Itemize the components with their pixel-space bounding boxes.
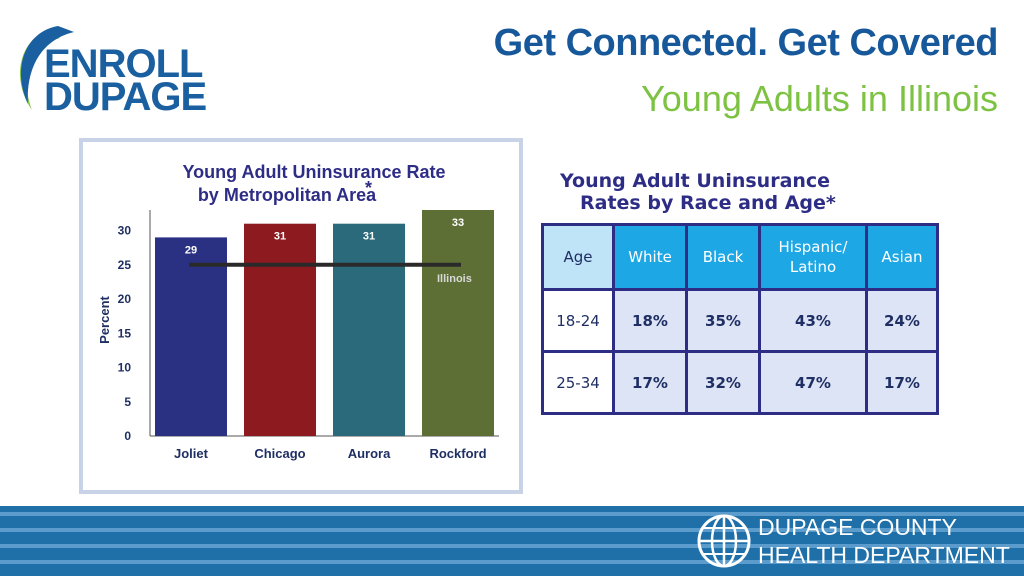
table-cell: 35% (685, 288, 761, 353)
x-tick-label: Joliet (174, 446, 209, 461)
table-title: Young Adult Uninsurance Rates by Race an… (560, 170, 910, 214)
table-cell: 18-24 (541, 288, 615, 353)
y-tick-label: 25 (118, 258, 132, 272)
bar-data-label: 31 (363, 231, 375, 243)
table-row: 25-34 17% 32% 47% 17% (541, 350, 939, 415)
footer-stripe (0, 560, 1024, 564)
x-tick-label: Chicago (254, 446, 305, 461)
y-axis-label: Percent (97, 295, 112, 343)
header-age: Age (541, 223, 615, 291)
bar (333, 223, 405, 436)
footer-stripe (0, 544, 1024, 548)
footer-stripe (0, 528, 1024, 532)
table-cell: 32% (685, 350, 761, 415)
header-asian: Asian (865, 223, 939, 291)
chart-title-asterisk: * (365, 178, 372, 198)
race-age-table: Age White Black Hispanic/ Latino Asian 1… (541, 223, 939, 415)
bar-data-label: 31 (274, 231, 286, 243)
footer-banner: DUPAGE COUNTY HEALTH DEPARTMENT (0, 506, 1024, 576)
page-subtitle: Young Adults in Illinois (641, 78, 998, 119)
table-cell: 24% (865, 288, 939, 353)
reference-line-label: Illinois (437, 273, 472, 285)
header-white: White (612, 223, 688, 291)
table-title-line-2: Rates by Race and Age* (580, 192, 836, 214)
table-cell: 17% (865, 350, 939, 415)
y-tick-label: 5 (124, 395, 131, 409)
header-hispanic-latino: Hispanic/ Latino (758, 223, 868, 291)
enroll-dupage-logo: ENROLL DUPAGE (10, 18, 210, 118)
x-tick-label: Rockford (429, 446, 486, 461)
logo-line-2: DUPAGE (44, 75, 207, 119)
table-cell: 43% (758, 288, 868, 353)
x-tick-label: Aurora (348, 446, 391, 461)
logo-line-1: ENROLL (44, 42, 203, 86)
table-cell: 18% (612, 288, 688, 353)
bar (155, 237, 227, 436)
footer-stripe (0, 512, 1024, 516)
bar-data-label: 29 (185, 244, 197, 256)
bar-data-label: 33 (452, 217, 464, 229)
table-title-line-1: Young Adult Uninsurance (560, 170, 831, 192)
footer-line-1: DUPAGE COUNTY (758, 514, 957, 540)
y-tick-label: 20 (118, 292, 132, 306)
globe-icon (697, 514, 751, 568)
y-tick-label: 0 (124, 429, 131, 443)
table-cell: 47% (758, 350, 868, 415)
table-cell: 25-34 (541, 350, 615, 415)
bar-chart-panel: Young Adult Uninsurance Rate by Metropol… (79, 138, 523, 494)
bar (244, 223, 316, 436)
bar-chart: Young Adult Uninsurance Rate by Metropol… (97, 162, 499, 461)
page-title: Get Connected. Get Covered (493, 22, 999, 64)
y-tick-label: 15 (118, 326, 132, 340)
chart-title-line-1: Young Adult Uninsurance Rate (182, 162, 445, 182)
logo-swoosh-icon (20, 26, 74, 110)
header-black: Black (685, 223, 761, 291)
chart-title-line-2: by Metropolitan Area (198, 185, 377, 205)
table-row: 18-24 18% 35% 43% 24% (541, 288, 939, 353)
footer-line-2: HEALTH DEPARTMENT (758, 542, 1010, 568)
table-header-row: Age White Black Hispanic/ Latino Asian (541, 223, 939, 291)
table-cell: 17% (612, 350, 688, 415)
y-tick-label: 30 (118, 224, 132, 238)
bar (422, 210, 494, 436)
y-tick-label: 10 (118, 361, 132, 375)
